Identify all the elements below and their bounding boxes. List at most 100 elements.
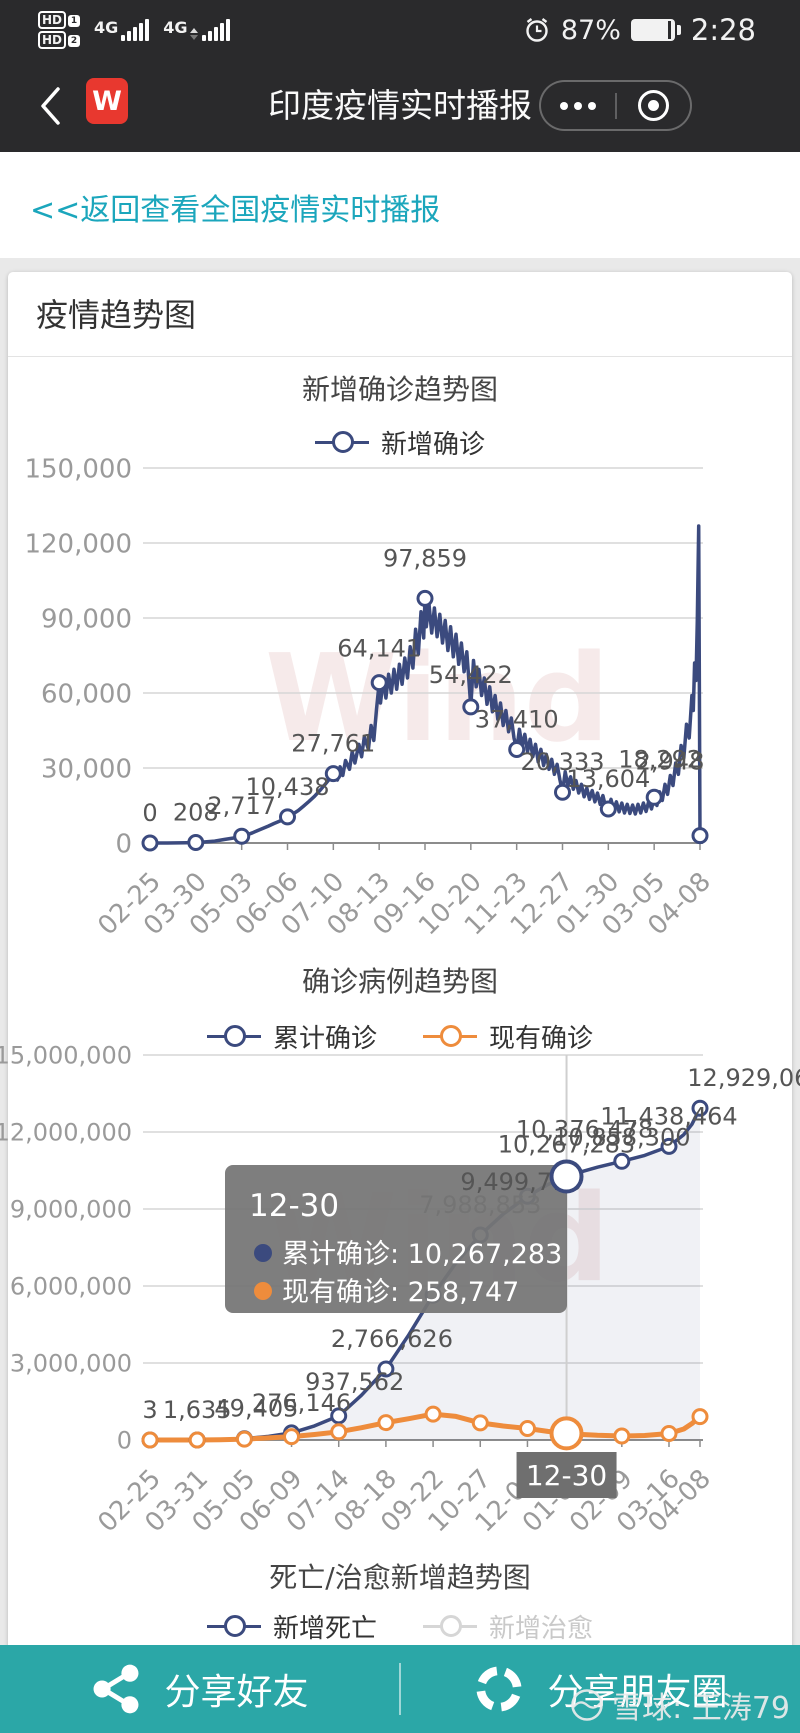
status-bar: HD 1 HD 2 4G 4G 87% (0, 0, 800, 60)
chart3-legend: 新增死亡 新增治愈 (0, 1608, 800, 1645)
user-watermark-text: 雪球: 王涛79 (612, 1691, 790, 1726)
data-point (279, 808, 296, 826)
data-point (471, 1414, 489, 1432)
legend-marker-icon (206, 1615, 261, 1637)
svg-text:30,000: 30,000 (41, 754, 132, 784)
share-friends-button[interactable]: 分享好友 (0, 1645, 399, 1733)
data-label: 20,333 (521, 748, 605, 776)
share-friends-label: 分享好友 (164, 1672, 309, 1713)
svg-text:现有确诊: 258,747: 现有确诊: 258,747 (282, 1277, 519, 1308)
hd2-icon: HD 2 (38, 31, 81, 49)
chart1-legend: 新增确诊 (0, 424, 800, 461)
signal-1-icon: 4G (94, 19, 150, 41)
data-label: 0 (142, 799, 157, 827)
target-circle-icon (637, 90, 669, 121)
status-left: HD 1 HD 2 4G 4G (38, 11, 230, 49)
share-divider (399, 1663, 401, 1715)
data-point (235, 1430, 253, 1448)
legend-entry[interactable]: 新增治愈 (423, 1608, 593, 1645)
chart1-title: 新增确诊趋势图 (301, 373, 498, 406)
more-dots-icon (559, 101, 596, 110)
data-point (508, 741, 526, 758)
legend-entry[interactable]: 新增确诊 (314, 424, 485, 461)
data-label: 2,717 (207, 792, 276, 820)
data-label: 54,422 (429, 661, 513, 689)
data-label: 10,267,283 (498, 1131, 635, 1159)
data-point (377, 1414, 395, 1432)
data-point (141, 834, 159, 852)
data-label: 276,146 (252, 1389, 351, 1417)
share-moments-label: 分享朋友圈 (547, 1672, 728, 1713)
data-point (691, 1099, 709, 1117)
hd1-icon: HD 1 (38, 11, 81, 29)
data-point (141, 1431, 159, 1449)
share-bar: 分享好友 分享朋友圈 (0, 1645, 800, 1733)
data-point (462, 698, 480, 716)
chart2-plot[interactable]: Wind15,000,00012,000,0009,000,0006,000,0… (0, 950, 800, 1550)
data-label: 2,766,626 (331, 1325, 453, 1353)
share-nodes-icon (94, 1664, 139, 1714)
data-point (613, 1152, 631, 1170)
svg-text:9,000,000: 9,000,000 (10, 1196, 132, 1224)
data-point (330, 1407, 348, 1425)
svg-text:15,000,000: 15,000,000 (0, 1042, 132, 1070)
close-button[interactable] (617, 82, 691, 129)
user-watermark: 雪球: 王涛79 (570, 1683, 790, 1727)
svg-text:累计确诊: 10,267,283: 累计确诊: 10,267,283 (282, 1239, 562, 1270)
data-point (660, 1425, 678, 1442)
hd-badges: HD 1 HD 2 (38, 11, 81, 49)
data-point (691, 827, 709, 845)
legend-label: 累计确诊 (272, 1024, 377, 1054)
legend-entry[interactable]: 累计确诊 (206, 1018, 377, 1055)
svg-text:120,000: 120,000 (24, 529, 132, 559)
data-point (416, 589, 434, 607)
chart-tooltip: 12-30 累计确诊: 10,267,283 现有确诊: 258,747 (225, 1165, 567, 1313)
highlighted-point (549, 1159, 584, 1194)
chart1-plot[interactable]: Wind150,000120,00090,00060,00030,000002-… (0, 440, 800, 950)
back-icon[interactable] (38, 86, 62, 126)
data-point (233, 827, 251, 845)
data-point (330, 1423, 348, 1441)
data-label: 13,604 (566, 765, 650, 793)
data-point (519, 1420, 536, 1437)
svg-text:12-30: 12-30 (249, 1188, 339, 1224)
share-moments-button[interactable]: 分享朋友圈 (401, 1645, 800, 1733)
alarm-icon (526, 18, 548, 42)
legend-label: 新增死亡 (272, 1614, 377, 1644)
data-label: 18,292 (618, 745, 702, 773)
capsule-menu (539, 80, 692, 131)
data-point (613, 1427, 631, 1445)
battery-percent: 87% (560, 14, 621, 46)
data-label: 3 (142, 1396, 157, 1424)
data-point (691, 1408, 709, 1426)
svg-text:3,000,000: 3,000,000 (10, 1350, 132, 1378)
legend-label: 新增确诊 (380, 430, 485, 460)
svg-text:90,000: 90,000 (41, 604, 132, 634)
snowball-icon (571, 1689, 603, 1721)
status-right: 87% 2:28 (523, 13, 756, 47)
data-point (370, 674, 388, 692)
nav-bar: W 印度疫情实时播报 (0, 60, 800, 152)
data-label: 37,410 (475, 706, 559, 734)
data-point (187, 834, 205, 851)
chart3-title: 死亡/治愈新增趋势图 (269, 1561, 531, 1594)
svg-text:6,000,000: 6,000,000 (10, 1273, 132, 1301)
app-badge: W (86, 78, 128, 124)
data-label: 208 (173, 799, 219, 827)
svg-text:0: 0 (117, 1427, 132, 1455)
legend-label: 现有确诊 (489, 1024, 594, 1054)
data-point (660, 1137, 678, 1155)
legend-entry[interactable]: 新增死亡 (206, 1608, 377, 1645)
svg-text:150,000: 150,000 (24, 454, 132, 484)
data-label: 12,929,064 (687, 1064, 800, 1092)
svg-text:12,000,000: 12,000,000 (0, 1119, 132, 1147)
battery-icon (630, 19, 681, 41)
back-to-national-link[interactable]: <<返回查看全国疫情实时播报 (30, 193, 441, 228)
more-button[interactable] (541, 82, 615, 129)
data-label: 2,948 (636, 748, 705, 776)
legend-entry[interactable]: 现有确诊 (423, 1018, 593, 1055)
data-label: 1,635 (163, 1396, 232, 1424)
chart2-legend: 累计确诊 现有确诊 (0, 1018, 800, 1055)
axis-pointer-label: 12-30 (516, 1452, 617, 1498)
data-label: 49,405 (214, 1395, 298, 1423)
